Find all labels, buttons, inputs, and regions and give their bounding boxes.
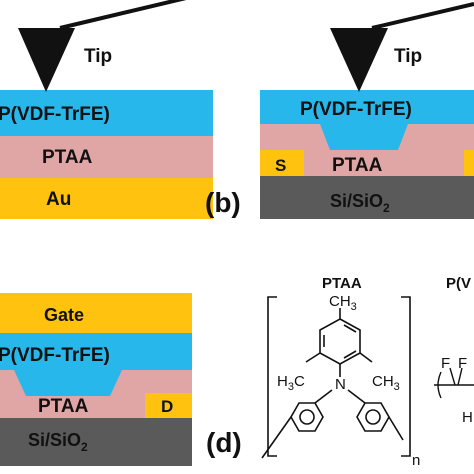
repeat-bracket-left bbox=[267, 296, 277, 457]
left-phenyl-ring bbox=[290, 402, 324, 432]
ptaa-structure bbox=[261, 296, 411, 459]
panel-c-drain-electrode bbox=[145, 393, 192, 418]
pvdf-fluorine-1: F bbox=[441, 355, 450, 372]
ch3-right-label: CH3 bbox=[372, 373, 400, 393]
panel-b-source-electrode bbox=[260, 150, 304, 176]
panel-a-pvdf-label: P(VDF-TrFE) bbox=[0, 104, 110, 125]
panel-c: Gate P(VDF-TrFE) PTAA D Si/SiO2 bbox=[0, 293, 192, 466]
panel-d-letter: (d) bbox=[206, 427, 242, 458]
repeat-bracket-right bbox=[401, 296, 411, 457]
mesityl-ring bbox=[319, 318, 361, 365]
nitrogen-label: N bbox=[335, 376, 346, 393]
panel-b-letter: (b) bbox=[205, 187, 241, 218]
pvdf-structure-title: P(V bbox=[446, 275, 471, 292]
panel-b-pvdf-layer bbox=[260, 90, 474, 150]
panel-c-drain-label: D bbox=[161, 397, 173, 416]
ch3-top-label: CH3 bbox=[329, 293, 357, 313]
panel-a-cantilever bbox=[59, 0, 187, 30]
ptaa-structure-title: PTAA bbox=[322, 275, 362, 292]
panel-c-pvdf-label: P(VDF-TrFE) bbox=[0, 345, 110, 366]
panel-b-substrate bbox=[260, 176, 474, 219]
panel-c-ptaa-label: PTAA bbox=[38, 396, 89, 417]
panel-c-gate-label: Gate bbox=[44, 305, 84, 325]
pvdf-structure-fragment bbox=[434, 367, 474, 399]
panel-b-substrate-label: Si/SiO2 bbox=[330, 191, 390, 215]
panel-b-tip-icon bbox=[330, 28, 388, 92]
panel-b-source-label: S bbox=[275, 156, 286, 175]
panel-a-tip-label: Tip bbox=[84, 46, 112, 67]
repeat-n-label: n bbox=[412, 452, 420, 469]
pvdf-hydrogen: H bbox=[462, 409, 473, 426]
right-phenyl-ring bbox=[356, 402, 390, 432]
panel-c-pvdf-layer bbox=[0, 333, 192, 396]
panel-a: Tip P(VDF-TrFE) PTAA Au bbox=[0, 0, 213, 219]
panel-a-pvdf-layer bbox=[0, 90, 213, 136]
panel-c-substrate bbox=[0, 418, 192, 466]
panel-a-tip-icon bbox=[18, 28, 75, 92]
pvdf-fluorine-2: F bbox=[458, 355, 467, 372]
panel-a-ptaa-layer bbox=[0, 136, 213, 178]
panel-b-cantilever bbox=[371, 2, 474, 30]
panel-a-au-layer bbox=[0, 177, 213, 219]
panel-b-drain-electrode bbox=[464, 150, 474, 176]
panel-b-tip-label: Tip bbox=[394, 46, 422, 67]
panel-c-substrate-label: Si/SiO2 bbox=[28, 430, 88, 454]
panel-d: (d) PTAA P(V bbox=[206, 275, 474, 469]
panel-c-gate-electrode bbox=[0, 293, 192, 333]
panel-b-ptaa-label: PTAA bbox=[332, 155, 383, 176]
h3c-left-label: H3C bbox=[277, 373, 305, 393]
panel-a-au-label: Au bbox=[46, 189, 71, 210]
panel-a-ptaa-label: PTAA bbox=[42, 147, 93, 168]
panel-b-pvdf-label: P(VDF-TrFE) bbox=[300, 99, 412, 120]
panel-b: (b) Tip P(VDF-TrFE) S PTAA Si/SiO2 bbox=[205, 2, 474, 219]
